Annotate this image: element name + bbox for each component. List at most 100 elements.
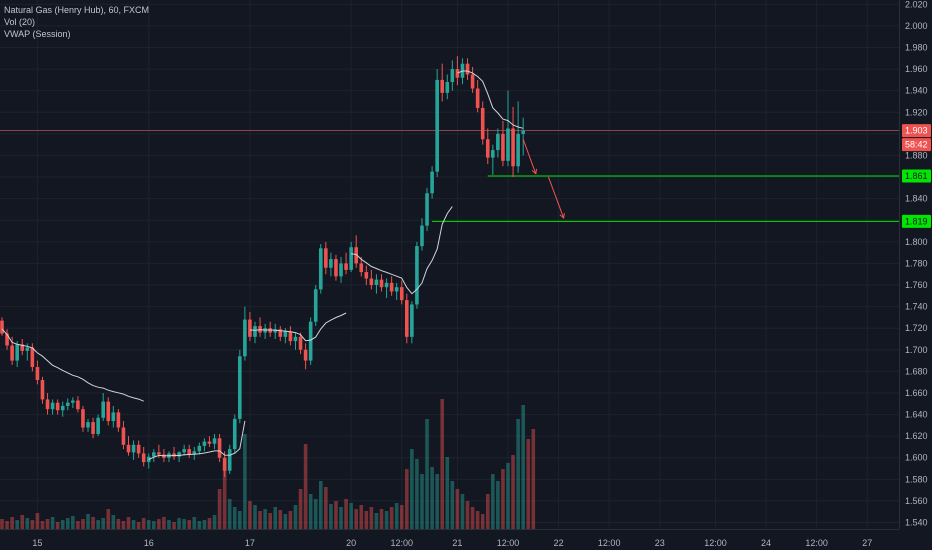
current-price-tag-background: [902, 124, 931, 138]
volume-bar: [460, 494, 465, 529]
candle-body: [364, 272, 369, 279]
volume-bar: [182, 519, 186, 529]
volume-bar: [521, 405, 525, 529]
candle-body: [339, 263, 343, 277]
volume-bar: [50, 517, 55, 529]
candlesticks: [0, 56, 525, 478]
projection-arrows[interactable]: [522, 139, 565, 220]
price-tick-label: 2.000: [905, 21, 928, 31]
candle-body: [430, 171, 434, 194]
time-axis[interactable]: 15 16 17 20 12:00 21 12:00 22 12:00 23 12:00 24 12:0…: [32, 538, 872, 548]
level-1-price-tag-background: [902, 169, 931, 183]
candle-body: [308, 321, 313, 361]
grid: [0, 0, 899, 529]
price-tick-label: 1.580: [905, 474, 928, 484]
volume-bar: [516, 419, 520, 529]
candle-body: [379, 279, 384, 288]
volume-bar: [445, 457, 450, 529]
candle-body: [440, 79, 445, 93]
candle-body: [410, 304, 414, 337]
price-tick-label: 1.980: [905, 43, 928, 53]
volume-bar: [455, 489, 460, 529]
volume-bars: [0, 399, 536, 529]
volume-bar: [475, 511, 480, 529]
price-tick-label: 1.840: [905, 194, 928, 204]
candle-body: [217, 438, 222, 458]
level-2-price-tag-background: [902, 214, 931, 228]
volume-bar: [207, 518, 212, 529]
candle-body: [253, 326, 257, 337]
volume-bar: [202, 520, 207, 529]
volume-bar: [141, 518, 146, 529]
candle-body: [197, 445, 202, 452]
price-tick-label: 1.880: [905, 150, 928, 160]
horizontal-levels[interactable]: [0, 130, 899, 222]
volume-indicator-label[interactable]: Vol (20): [4, 17, 36, 27]
price-tick-label: 1.760: [905, 280, 928, 290]
volume-bar: [308, 494, 313, 529]
price-tick-label: 1.720: [905, 323, 928, 333]
candle-body: [55, 402, 60, 411]
volume-bar: [40, 521, 45, 529]
projection-arrow-head[interactable]: [531, 168, 538, 175]
projection-arrow-head[interactable]: [559, 213, 565, 220]
volume-bar: [364, 511, 369, 529]
candle-body: [111, 412, 116, 422]
price-tick-label: 1.700: [905, 345, 928, 355]
volume-bar: [152, 521, 156, 529]
volume-bar: [76, 521, 80, 529]
volume-bar: [425, 419, 429, 529]
vwap-indicator-label[interactable]: VWAP (Session): [4, 29, 71, 39]
candle-body: [50, 402, 55, 410]
level-2-price-tag: 1.819: [905, 216, 928, 226]
time-tick-label: 23: [655, 538, 665, 548]
price-tick-label: 1.620: [905, 431, 928, 441]
candle-body: [303, 349, 308, 361]
volume-bar: [485, 494, 490, 529]
candle-body: [369, 278, 374, 286]
candle-body: [192, 451, 197, 455]
volume-bar: [354, 509, 358, 529]
candle-body: [10, 345, 14, 361]
volume-bar: [374, 513, 379, 529]
candle-body: [116, 412, 121, 428]
candle-body: [121, 427, 126, 445]
candle-body: [399, 287, 404, 301]
projection-arrow-line[interactable]: [522, 139, 537, 174]
candle-body: [445, 82, 450, 93]
candle-body: [496, 133, 500, 151]
projection-arrow-line[interactable]: [548, 176, 565, 219]
time-tick-label: 24: [761, 538, 771, 548]
volume-bar: [172, 522, 176, 529]
symbol-title[interactable]: Natural Gas (Henry Hub), 60, FXCM: [4, 5, 150, 15]
time-tick-label: 16: [144, 538, 154, 548]
candle-body: [157, 452, 161, 455]
volume-bar: [162, 517, 166, 529]
candle-body: [30, 347, 35, 368]
level-1-price-tag: 1.861: [905, 171, 928, 181]
volume-bar: [329, 504, 333, 529]
volume-bar: [106, 509, 111, 529]
volume-bar: [450, 481, 455, 529]
candle-body: [288, 331, 293, 342]
candle-body: [187, 449, 192, 455]
volume-bar: [298, 489, 303, 529]
volume-bar: [506, 463, 510, 529]
volume-bar: [389, 507, 394, 529]
volume-bar: [217, 489, 222, 529]
time-tick-label: 12:00: [598, 538, 621, 548]
volume-bar: [496, 481, 500, 529]
volume-bar: [131, 520, 136, 529]
candle-body: [25, 347, 30, 351]
candle-body: [389, 282, 394, 292]
volume-bar: [339, 507, 343, 529]
candle-body: [425, 193, 429, 226]
price-tick-label: 1.640: [905, 410, 928, 420]
candle-body: [475, 88, 480, 108]
time-tick-label: 12:00: [704, 538, 727, 548]
volume-bar: [470, 507, 475, 529]
candle-body: [491, 150, 495, 158]
price-tick-label: 1.660: [905, 388, 928, 398]
